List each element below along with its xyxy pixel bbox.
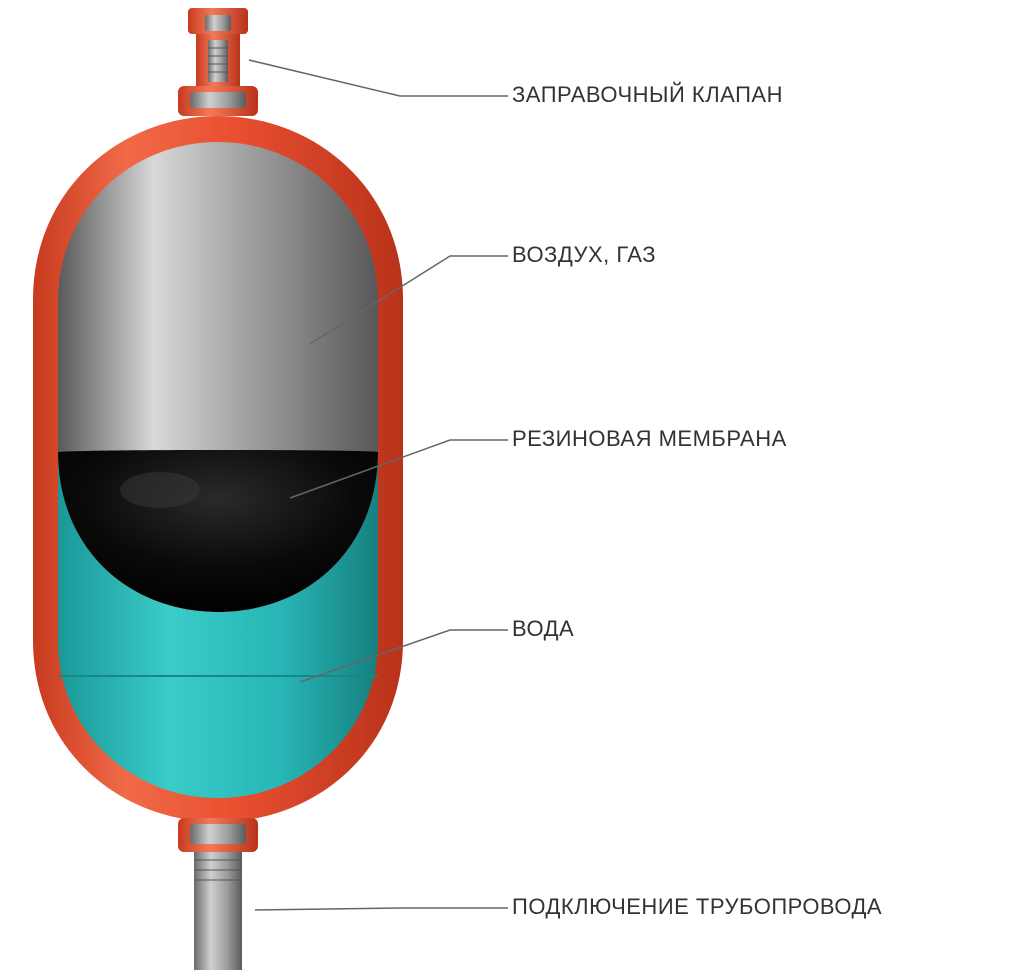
label-membrane: РЕЗИНОВАЯ МЕМБРАНА <box>512 426 787 452</box>
pipe-connection <box>194 852 242 970</box>
air-chamber <box>58 142 378 452</box>
tank-illustration <box>0 0 1024 978</box>
fill-valve <box>178 8 258 116</box>
bottom-flange <box>178 818 258 852</box>
label-water: ВОДА <box>512 616 574 642</box>
expansion-tank-diagram: ЗАПРАВОЧНЫЙ КЛАПАН ВОЗДУХ, ГАЗ РЕЗИНОВАЯ… <box>0 0 1024 978</box>
label-air-gas: ВОЗДУХ, ГАЗ <box>512 242 656 268</box>
label-fill-valve: ЗАПРАВОЧНЫЙ КЛАПАН <box>512 82 783 108</box>
label-pipe-connection: ПОДКЛЮЧЕНИЕ ТРУБОПРОВОДА <box>512 894 882 920</box>
